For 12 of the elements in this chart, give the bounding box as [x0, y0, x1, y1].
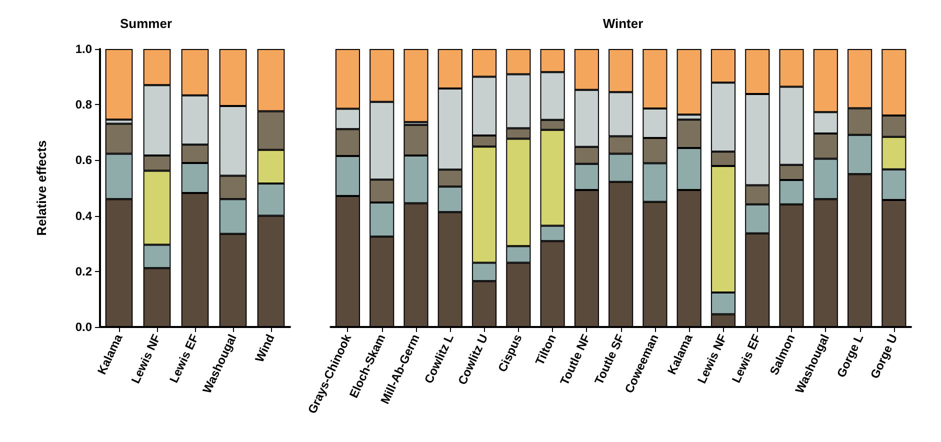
y-tick-label: 0.4 [75, 208, 92, 223]
y-tick-label: 0.2 [75, 264, 92, 278]
y-tick-label: 1.0 [75, 42, 92, 56]
chart-title: Winter [602, 16, 644, 31]
y-tick-label: 0.0 [75, 320, 92, 334]
y-tick-label: 0.6 [75, 153, 92, 168]
chart-title: Summer [120, 16, 172, 31]
y-axis-title: Relative effects [34, 140, 49, 236]
x-tick-label: Wind [252, 332, 278, 364]
bar [404, 49, 428, 122]
y-tick-label: 0.8 [75, 98, 92, 112]
bar [105, 49, 133, 120]
